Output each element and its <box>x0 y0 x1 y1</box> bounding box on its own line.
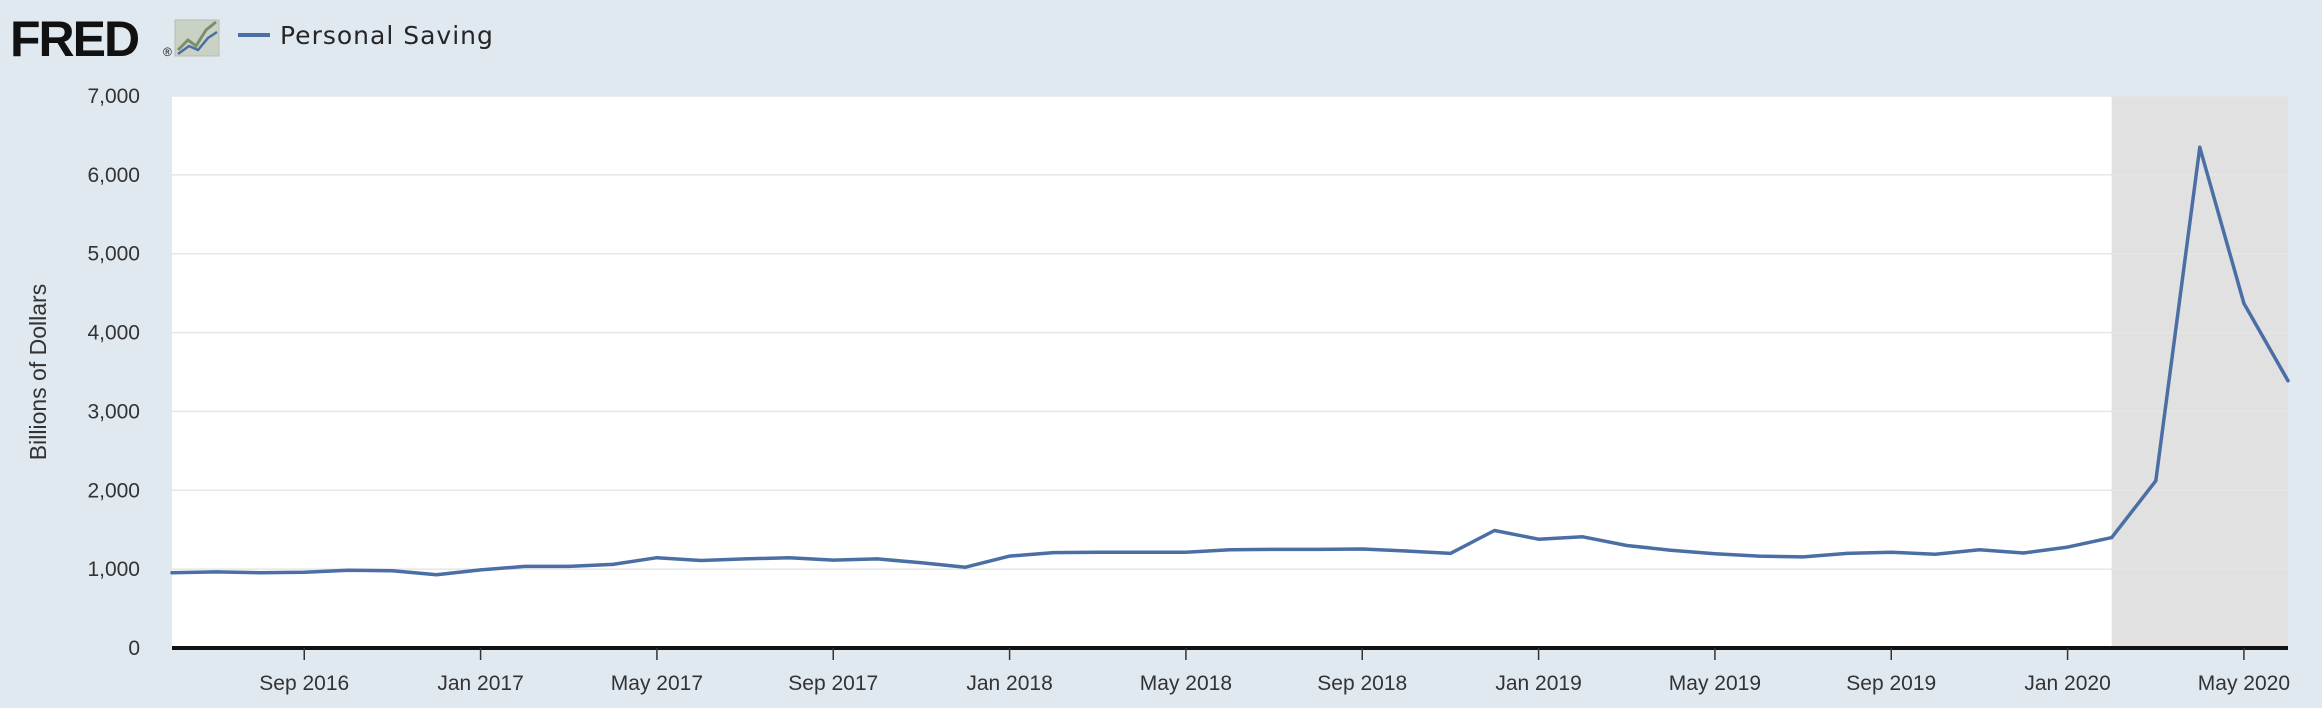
data-point <box>1713 552 1717 556</box>
data-point <box>478 568 483 572</box>
data-point <box>1316 547 1320 552</box>
data-point <box>2286 379 2290 383</box>
data-point <box>2154 479 2158 483</box>
data-point <box>1052 550 1056 555</box>
x-tick-label: Jan 2019 <box>1495 672 1581 695</box>
recession-band-0 <box>2111 96 2288 648</box>
data-point <box>919 561 924 565</box>
fred-logo[interactable]: FRED ® <box>10 11 220 67</box>
data-point <box>258 571 262 575</box>
legend[interactable]: Personal Saving <box>238 21 494 50</box>
data-point <box>611 562 615 567</box>
data-point <box>390 569 395 573</box>
data-point <box>2110 536 2114 540</box>
x-tick-label: Jan 2018 <box>966 672 1052 695</box>
data-point <box>302 570 306 574</box>
data-point <box>699 558 703 563</box>
recession-shading-layer <box>2111 96 2288 648</box>
y-axis: 0 1,000 2,000 3,000 4,000 5,000 6,000 7,000 <box>87 85 140 660</box>
y-tick-label: 0 <box>128 637 140 660</box>
data-point <box>1669 548 1673 552</box>
x-tick-label: Jan 2020 <box>2024 672 2110 695</box>
x-tick-label: Sep 2019 <box>1846 672 1936 695</box>
x-tick-label: Sep 2018 <box>1317 672 1407 695</box>
data-point <box>1492 528 1497 533</box>
fred-logo-text: FRED <box>10 11 139 67</box>
data-point <box>2021 551 2026 555</box>
x-tick-label: May 2018 <box>1140 672 1232 695</box>
data-point <box>1140 550 1144 554</box>
data-point <box>1536 537 1541 541</box>
data-point <box>1007 554 1012 558</box>
data-point <box>1448 551 1453 555</box>
data-point <box>523 564 527 568</box>
gridlines <box>172 95 2288 570</box>
x-axis: Sep 2016 Jan 2017 May 2017 Sep 2017 Jan 2018… <box>172 646 2290 695</box>
data-point <box>2242 301 2246 305</box>
x-tick-label: Jan 2017 <box>437 672 523 695</box>
data-point <box>1360 547 1364 551</box>
data-point <box>170 571 174 575</box>
data-point <box>831 558 835 562</box>
data-point <box>1889 550 1893 554</box>
fred-graph-icon <box>174 19 220 57</box>
data-point <box>1228 548 1232 552</box>
data-point <box>1272 547 1276 552</box>
data-point <box>1404 549 1408 553</box>
x-tick-label: May 2017 <box>611 672 703 695</box>
data-point <box>787 556 791 560</box>
data-point <box>743 557 747 561</box>
data-point <box>1933 552 1937 556</box>
x-tick-label: Sep 2017 <box>788 672 878 695</box>
data-point <box>1625 543 1629 548</box>
data-point <box>1581 535 1585 539</box>
data-point <box>2198 145 2202 149</box>
data-point <box>1184 550 1188 554</box>
data-point <box>655 556 659 560</box>
data-point <box>1096 550 1100 554</box>
data-point <box>434 573 439 577</box>
y-axis-title: Billions of Dollars <box>25 284 51 460</box>
x-tick-label: May 2020 <box>2198 672 2290 695</box>
data-point <box>1977 548 1982 552</box>
x-tick-label: Sep 2016 <box>259 672 349 695</box>
data-point <box>963 565 968 569</box>
y-tick-label: 1,000 <box>87 558 140 581</box>
legend-label-personal-saving: Personal Saving <box>280 21 494 50</box>
y-tick-label: 4,000 <box>87 322 140 345</box>
data-point <box>875 557 879 561</box>
data-point <box>1801 555 1805 559</box>
data-point <box>2065 545 2070 549</box>
plot-area <box>172 96 2288 648</box>
y-tick-label: 6,000 <box>87 164 140 187</box>
data-point <box>214 570 218 574</box>
y-tick-label: 3,000 <box>87 400 140 423</box>
data-point <box>1845 551 1849 555</box>
x-tick-label: May 2019 <box>1669 672 1761 695</box>
y-tick-label: 2,000 <box>87 479 140 502</box>
data-point <box>1757 554 1761 558</box>
y-tick-label: 7,000 <box>87 85 140 108</box>
data-point <box>346 568 350 572</box>
fred-registered-mark: ® <box>163 45 172 59</box>
series-layer <box>170 145 2290 577</box>
y-tick-label: 5,000 <box>87 243 140 266</box>
data-point <box>567 564 571 568</box>
